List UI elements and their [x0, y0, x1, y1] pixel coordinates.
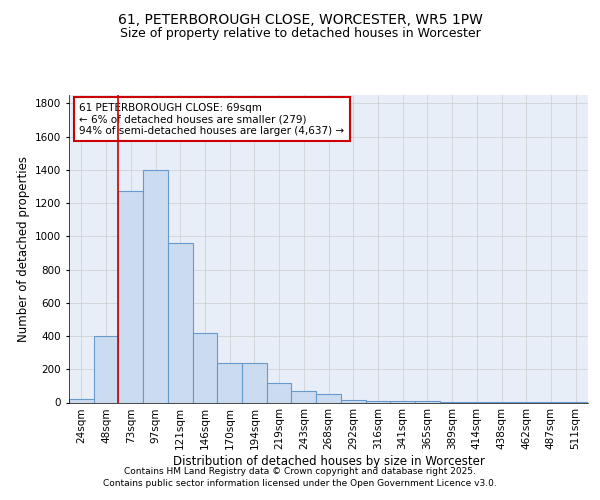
Text: Contains public sector information licensed under the Open Government Licence v3: Contains public sector information licen… — [103, 479, 497, 488]
Bar — [267, 382, 292, 402]
Bar — [94, 336, 118, 402]
Y-axis label: Number of detached properties: Number of detached properties — [17, 156, 29, 342]
Bar — [316, 394, 341, 402]
Bar — [292, 391, 316, 402]
Bar — [193, 332, 217, 402]
Text: 61, PETERBOROUGH CLOSE, WORCESTER, WR5 1PW: 61, PETERBOROUGH CLOSE, WORCESTER, WR5 1… — [118, 12, 482, 26]
Bar — [365, 401, 390, 402]
Bar — [242, 364, 267, 403]
Bar — [415, 401, 440, 402]
Bar — [341, 400, 365, 402]
Text: Contains HM Land Registry data © Crown copyright and database right 2025.: Contains HM Land Registry data © Crown c… — [124, 468, 476, 476]
Text: Size of property relative to detached houses in Worcester: Size of property relative to detached ho… — [119, 28, 481, 40]
Bar — [390, 401, 415, 402]
Text: 61 PETERBOROUGH CLOSE: 69sqm
← 6% of detached houses are smaller (279)
94% of se: 61 PETERBOROUGH CLOSE: 69sqm ← 6% of det… — [79, 102, 344, 136]
Bar — [143, 170, 168, 402]
X-axis label: Distribution of detached houses by size in Worcester: Distribution of detached houses by size … — [173, 455, 484, 468]
Bar — [69, 399, 94, 402]
Bar — [217, 364, 242, 403]
Bar — [118, 192, 143, 402]
Bar — [168, 243, 193, 402]
